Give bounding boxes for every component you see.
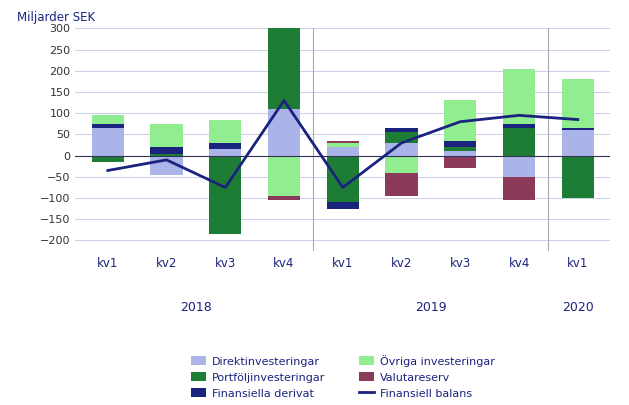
Bar — [268, 7, 300, 11]
Bar — [326, 147, 359, 156]
Bar — [503, 177, 535, 200]
Bar — [92, 156, 124, 162]
Bar — [209, 156, 242, 234]
Bar — [150, 124, 182, 147]
Bar — [503, 69, 535, 124]
Bar — [444, 141, 476, 147]
Bar — [92, 115, 124, 124]
Bar — [150, 156, 182, 175]
Bar — [444, 151, 476, 156]
Bar — [326, 202, 359, 209]
Bar — [326, 143, 359, 147]
Bar — [209, 149, 242, 156]
Text: 2018: 2018 — [180, 301, 212, 314]
Bar — [562, 156, 594, 198]
Bar — [268, 156, 300, 196]
Bar — [92, 124, 124, 128]
Bar — [562, 130, 594, 156]
Bar — [503, 128, 535, 156]
Bar — [209, 119, 242, 143]
Bar — [386, 143, 418, 156]
Text: 2020: 2020 — [562, 301, 594, 314]
Bar — [444, 100, 476, 141]
Bar — [268, 109, 300, 156]
Legend: Direktinvesteringar, Portföljinvesteringar, Finansiella derivat, Övriga invester: Direktinvesteringar, Portföljinvestering… — [186, 350, 499, 403]
Bar — [386, 132, 418, 143]
Bar — [562, 128, 594, 130]
Bar — [150, 153, 182, 156]
Bar — [444, 156, 476, 168]
Bar — [326, 156, 359, 202]
Bar — [386, 156, 418, 173]
Bar — [386, 173, 418, 196]
Bar — [444, 147, 476, 151]
Bar — [386, 128, 418, 132]
Bar — [268, 11, 300, 109]
Text: 2019: 2019 — [415, 301, 447, 314]
Bar — [268, 196, 300, 200]
Bar — [503, 124, 535, 128]
Bar — [503, 156, 535, 177]
Bar — [92, 128, 124, 156]
Bar — [209, 143, 242, 149]
Bar — [326, 141, 359, 143]
Bar — [562, 79, 594, 128]
Y-axis label: Miljarder SEK: Miljarder SEK — [17, 11, 95, 24]
Bar — [150, 147, 182, 153]
